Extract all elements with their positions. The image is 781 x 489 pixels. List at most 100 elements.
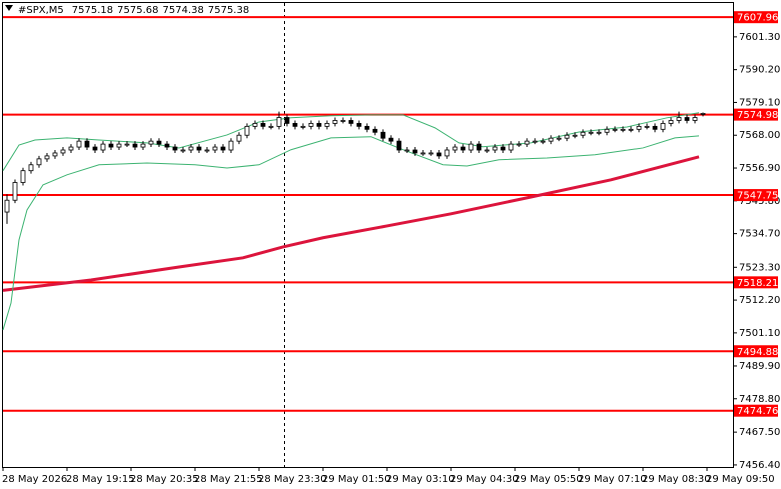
candle-body (436, 152, 442, 157)
candle-body (196, 146, 202, 151)
symbol: #SPX,M5 (18, 5, 64, 16)
level-label: 7474.76 (737, 406, 778, 417)
candle-body (364, 125, 370, 130)
candle-body (180, 149, 186, 152)
candle-body (380, 131, 386, 139)
header-value: 7575.18 (72, 5, 113, 16)
x-tick-label: 28 May 2026 (2, 474, 67, 485)
y-tick-label: 7556.90 (739, 163, 780, 174)
candle-body (76, 140, 82, 148)
x-tick-label: 29 May 08:30 (642, 474, 711, 485)
level-tag (734, 404, 778, 417)
candle-body (108, 143, 114, 148)
candle-body (84, 140, 90, 148)
candle-body (684, 117, 690, 121)
candle-body (532, 140, 538, 143)
candle-body (164, 143, 170, 148)
candle-body (124, 143, 130, 146)
candle-body (204, 149, 210, 152)
candle-body (516, 143, 522, 146)
x-tick-label: 29 May 03:10 (386, 474, 455, 485)
y-tick-label: 7478.80 (739, 394, 780, 405)
candle-body (668, 120, 674, 124)
candle-body (36, 158, 42, 166)
x-tick-label: 28 May 20:35 (130, 474, 199, 485)
candle-body (140, 143, 146, 148)
x-tick-label: 29 May 04:30 (450, 474, 519, 485)
candle-body (340, 120, 346, 122)
y-tick-label: 7590.20 (739, 65, 780, 76)
candle-body (220, 146, 226, 151)
candle-body (428, 152, 434, 155)
candle-body (412, 149, 418, 154)
candle-body (564, 134, 570, 139)
candle-body (588, 131, 594, 134)
candle-body (388, 137, 394, 142)
candle-body (4, 199, 10, 213)
header-value: 7575.38 (208, 5, 249, 16)
candle-body (580, 131, 586, 136)
candle-body (332, 120, 338, 124)
candle-body (156, 140, 162, 145)
indicator-line (2, 112, 700, 171)
candle-body (212, 146, 218, 151)
candle-body (468, 143, 474, 151)
y-tick-label: 7601.30 (739, 32, 780, 43)
candle-body (308, 123, 314, 127)
candle-body (452, 146, 458, 151)
y-tick-label: 7512.20 (739, 295, 780, 306)
candle-body (620, 128, 626, 131)
candle-body (292, 123, 298, 127)
candle-body (556, 137, 562, 140)
x-tick-label: 28 May 19:15 (66, 474, 135, 485)
candle-body (612, 128, 618, 131)
candle-body (100, 143, 106, 151)
candle-body (28, 164, 34, 172)
y-tick-label: 7545.80 (739, 196, 780, 207)
plot-frame (2, 2, 734, 468)
indicator-line (2, 135, 700, 331)
candle-body (628, 128, 634, 131)
candle-body (420, 152, 426, 155)
level-tag (734, 276, 778, 289)
x-tick-label: 29 May 07:10 (578, 474, 647, 485)
header-value: 7575.68 (117, 5, 158, 16)
x-tick-label: 28 May 23:30 (258, 474, 327, 485)
candle-body (492, 146, 498, 151)
candle-body (652, 125, 658, 130)
candle-body (524, 140, 530, 145)
y-tick-label: 7489.90 (739, 361, 780, 372)
candle-body (484, 149, 490, 152)
candle-body (700, 113, 706, 115)
candle-body (252, 123, 258, 127)
x-tick-label: 28 May 21:55 (194, 474, 263, 485)
candle-body (508, 143, 514, 151)
x-tick-label: 29 May 05:50 (514, 474, 583, 485)
y-tick-label: 7501.10 (739, 328, 780, 339)
candle-body (148, 140, 154, 145)
header-value: 7574.38 (163, 5, 204, 16)
candle-body (660, 123, 666, 130)
level-label: 7518.21 (737, 278, 778, 289)
candle-body (92, 146, 98, 151)
candle-body (372, 128, 378, 133)
candle-body (396, 140, 402, 151)
level-label: 7547.75 (737, 191, 778, 202)
level-tag (734, 189, 778, 202)
candle-body (500, 146, 506, 151)
candle-body (132, 143, 138, 148)
candle-body (604, 128, 610, 133)
x-tick-label: 29 May 09:50 (706, 474, 775, 485)
candle-body (52, 152, 58, 157)
y-tick-label: 7534.70 (739, 229, 780, 240)
candle-body (116, 143, 122, 148)
candle-body (276, 117, 282, 127)
candle-body (284, 117, 290, 124)
candle-body (540, 140, 546, 143)
candle-body (476, 143, 482, 151)
header: #SPX,M5 7575.18 7575.68 7574.38 7575.38 (18, 5, 249, 16)
candle-body (260, 123, 266, 127)
candle-body (348, 120, 354, 124)
